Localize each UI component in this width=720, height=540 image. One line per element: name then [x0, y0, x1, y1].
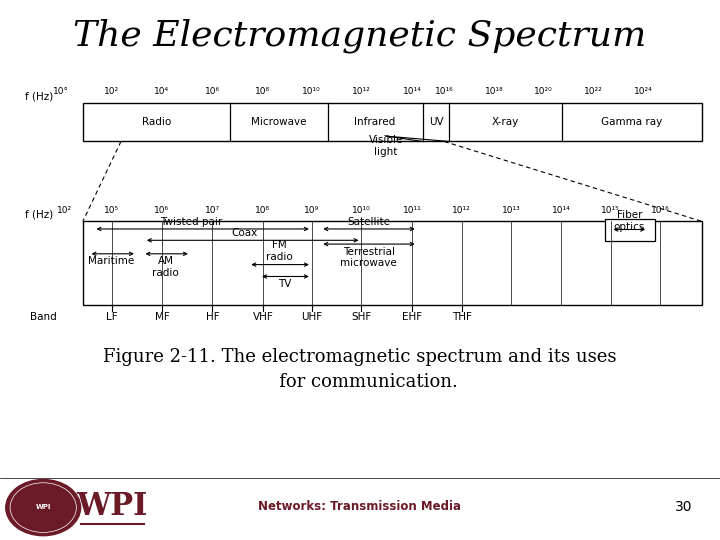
Text: Gamma ray: Gamma ray	[601, 117, 662, 127]
Text: Infrared: Infrared	[354, 117, 396, 127]
Text: 10¹⁴: 10¹⁴	[552, 206, 570, 215]
Bar	[83, 103, 702, 141]
Text: 10⁸: 10⁸	[255, 206, 271, 215]
Text: UHF: UHF	[301, 312, 323, 322]
Text: VHF: VHF	[253, 312, 273, 322]
Text: 10⁷: 10⁷	[204, 206, 220, 215]
Text: Terrestrial
microwave: Terrestrial microwave	[341, 247, 397, 268]
Text: 10⁴: 10⁴	[154, 87, 170, 96]
Text: f (Hz): f (Hz)	[25, 210, 54, 220]
Text: UV: UV	[428, 117, 444, 127]
Text: Twisted pair: Twisted pair	[160, 217, 222, 227]
Text: 10¹³: 10¹³	[502, 206, 521, 215]
Text: 10¹¹: 10¹¹	[402, 206, 421, 215]
Text: 10¹⁰: 10¹⁰	[302, 87, 321, 96]
Text: SHF: SHF	[351, 312, 372, 322]
Text: 10¹²: 10¹²	[452, 206, 471, 215]
Text: 10¹⁰: 10¹⁰	[352, 206, 371, 215]
Bar	[605, 219, 655, 241]
Text: Radio: Radio	[142, 117, 171, 127]
Text: X-ray: X-ray	[492, 117, 519, 127]
Text: The Electromagnetic Spectrum: The Electromagnetic Spectrum	[73, 19, 647, 53]
Text: 10²⁴: 10²⁴	[634, 87, 652, 96]
Text: THF: THF	[451, 312, 472, 322]
Text: 10⁸: 10⁸	[255, 87, 271, 96]
Text: AM
radio: AM radio	[152, 256, 179, 278]
Circle shape	[6, 480, 81, 536]
Text: HF: HF	[206, 312, 219, 322]
Text: FM
radio: FM radio	[266, 240, 293, 262]
Text: Figure 2-11. The electromagnetic spectrum and its uses: Figure 2-11. The electromagnetic spectru…	[103, 348, 617, 366]
Text: 10⁹: 10⁹	[304, 206, 320, 215]
Text: Maritime: Maritime	[89, 256, 135, 267]
Text: Visible
light: Visible light	[369, 135, 403, 157]
Text: 10°: 10°	[53, 87, 69, 96]
Text: 10¹²: 10¹²	[352, 87, 371, 96]
Bar	[83, 221, 702, 305]
Text: for communication.: for communication.	[262, 373, 458, 390]
Text: Networks: Transmission Media: Networks: Transmission Media	[258, 500, 462, 513]
Text: Fiber
optics: Fiber optics	[613, 210, 645, 232]
Text: 10¹⁶: 10¹⁶	[435, 87, 454, 96]
Text: 10¹⁸: 10¹⁸	[485, 87, 503, 96]
Text: 10¹⁵: 10¹⁵	[601, 206, 620, 215]
Text: Coax: Coax	[232, 228, 258, 238]
Text: TV: TV	[278, 279, 291, 289]
Text: 10¹⁶: 10¹⁶	[651, 206, 670, 215]
Text: 10²⁰: 10²⁰	[534, 87, 553, 96]
Text: 10⁶: 10⁶	[204, 87, 220, 96]
Text: MF: MF	[155, 312, 169, 322]
Text: WPI: WPI	[35, 503, 51, 510]
Text: 10²: 10²	[104, 87, 120, 96]
Text: Band: Band	[30, 312, 57, 322]
Text: 10²: 10²	[57, 206, 73, 215]
Text: LF: LF	[106, 312, 117, 322]
Text: 10¹⁴: 10¹⁴	[402, 87, 421, 96]
Text: 10⁵: 10⁵	[104, 206, 120, 215]
Text: 10⁶: 10⁶	[154, 206, 170, 215]
Text: 30: 30	[675, 500, 693, 514]
Text: f (Hz): f (Hz)	[25, 91, 54, 101]
Text: Satellite: Satellite	[347, 217, 390, 227]
Text: 10²²: 10²²	[584, 87, 603, 96]
Text: WPI: WPI	[76, 491, 148, 522]
Text: Microwave: Microwave	[251, 117, 307, 127]
Text: EHF: EHF	[402, 312, 422, 322]
